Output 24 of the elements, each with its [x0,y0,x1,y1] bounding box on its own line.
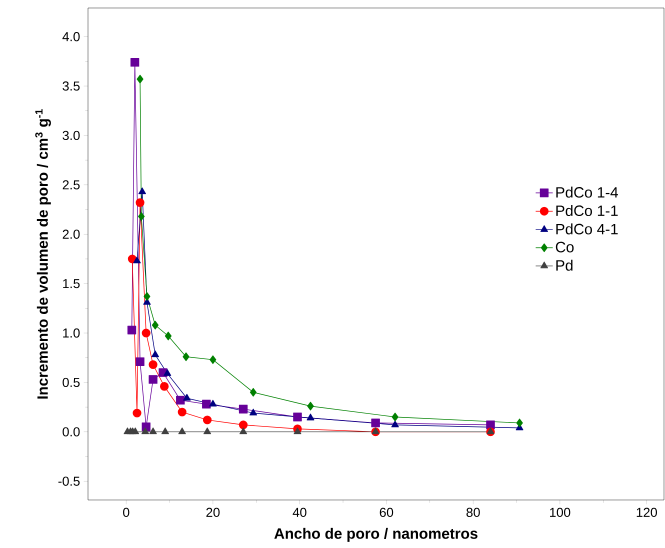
x-tick-label: 80 [466,508,480,517]
y-tick-label: 1.5 [63,279,80,288]
x-tick-label: 20 [206,508,220,517]
x-tick-label: 40 [292,508,306,517]
legend-label: PdCo 4-1 [556,223,618,234]
y-axis-title: Incremento de volumen de poro / cm$^{3}$ g$^{-1}$ [35,109,51,399]
legend-label: PdCo 1-4 [556,186,618,198]
legend-label: PdCo 1-1 [556,205,618,216]
legend-label: Pd [556,260,572,271]
y-tick-label: 3.0 [62,130,80,140]
x-tick-label: 0 [123,508,130,517]
y-tick-label: 2.0 [62,230,80,239]
y-tick-label: 2.5 [62,180,80,190]
x-tick-label: 60 [380,508,394,517]
y-tick-label: 0.0 [62,427,80,436]
y-tick-label: 0.5 [62,378,80,388]
y-tick-label: -0.5 [58,476,80,486]
y-tick-label: 4.0 [62,32,80,42]
legend-label: Co [556,242,574,252]
y-tick-label: 1.0 [63,328,80,338]
x-tick-label: 120 [636,508,657,517]
x-tick-label: 100 [550,508,570,517]
x-axis-title: Ancho de poro / nanometros [274,528,478,542]
y-tick-label: 3.5 [62,81,80,91]
